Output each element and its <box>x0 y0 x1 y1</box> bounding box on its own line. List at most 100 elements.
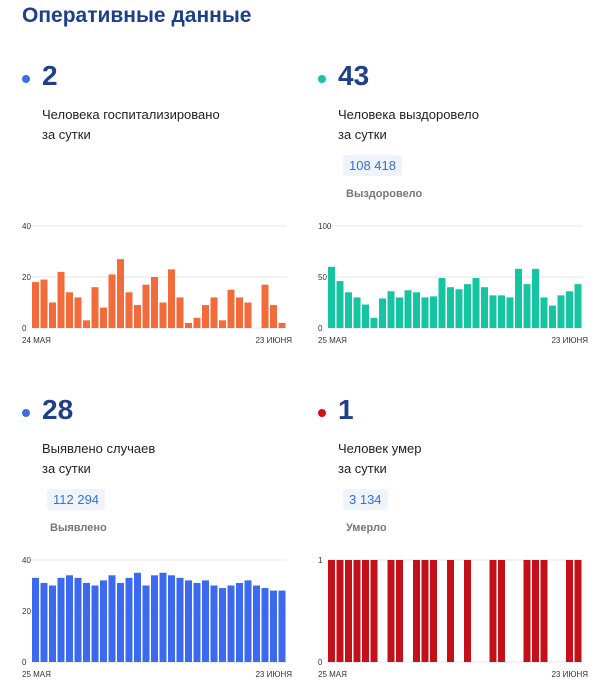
deaths-description: Человек умер за сутки <box>338 441 422 476</box>
bar <box>345 560 352 662</box>
bar <box>74 577 82 662</box>
bar <box>370 560 378 662</box>
bar <box>117 582 124 662</box>
bar <box>387 560 395 662</box>
bar <box>125 292 133 328</box>
bar <box>532 268 539 328</box>
bar <box>336 560 344 662</box>
bar <box>66 575 73 662</box>
bar <box>574 560 582 662</box>
bar <box>66 292 73 328</box>
bar <box>345 292 352 328</box>
bar <box>142 585 150 662</box>
bar <box>404 290 412 328</box>
bar <box>185 322 192 328</box>
bar <box>540 560 548 662</box>
bar <box>108 274 116 328</box>
y-tick-label: 40 <box>22 222 31 231</box>
recovered-total-badge: 108 418 <box>343 155 402 176</box>
bar <box>379 298 386 328</box>
bar <box>193 317 201 328</box>
bar <box>430 560 437 662</box>
bar <box>498 560 505 662</box>
bar <box>362 560 369 662</box>
deaths-block: 1 Человек умер за сутки 3 134 Умерло 0 1 2… <box>318 344 593 679</box>
y-tick-label: 20 <box>22 607 31 616</box>
detected-total-label: Выявлено <box>50 522 107 534</box>
bar <box>49 585 56 662</box>
bar <box>168 269 175 328</box>
bar <box>125 577 133 662</box>
bar <box>261 588 269 662</box>
bar <box>210 585 218 662</box>
y-tick-label: 50 <box>318 273 327 282</box>
bar <box>244 580 252 662</box>
recovered-block: 43 Человека выздоровело за сутки 108 418… <box>318 10 593 345</box>
recovered-chart: 0 50 100 25 МАЯ 23 ИЮНЯ <box>318 222 588 345</box>
bar <box>134 305 141 328</box>
bar <box>532 560 539 662</box>
bar <box>151 575 158 662</box>
bar <box>236 297 243 328</box>
bar <box>523 560 531 662</box>
bar <box>227 585 235 662</box>
bar <box>353 560 361 662</box>
bar <box>464 284 471 328</box>
bar <box>413 560 420 662</box>
bar <box>100 580 107 662</box>
bar <box>227 289 235 328</box>
bar <box>498 295 505 328</box>
bar <box>159 572 167 662</box>
bar <box>566 291 573 328</box>
bar <box>472 278 480 328</box>
bar <box>278 322 286 328</box>
bar <box>83 582 90 662</box>
bar <box>57 271 65 328</box>
y-tick-label: 0 <box>318 324 323 333</box>
deaths-chart: 0 1 25 МАЯ 23 ИЮНЯ <box>318 556 588 679</box>
bar <box>108 575 116 662</box>
bar <box>202 580 209 662</box>
bar <box>396 560 403 662</box>
bar <box>100 307 107 328</box>
bar <box>219 320 226 328</box>
bar <box>32 282 39 328</box>
hospitalized-dot-icon <box>22 75 30 83</box>
bar <box>270 590 277 662</box>
deaths-count: 1 <box>338 394 354 425</box>
bar <box>540 297 548 328</box>
y-tick-label: 100 <box>318 222 332 231</box>
x-end-label: 23 ИЮНЯ <box>551 336 588 345</box>
bar <box>244 302 252 328</box>
recovered-total-label: Выздоровело <box>346 188 423 200</box>
bar <box>49 302 56 328</box>
bar <box>413 292 420 328</box>
x-start-label: 25 МАЯ <box>22 670 51 679</box>
y-tick-label: 0 <box>318 658 323 667</box>
x-end-label: 23 ИЮНЯ <box>551 670 588 679</box>
bar <box>396 297 403 328</box>
bar <box>336 281 344 328</box>
y-tick-label: 1 <box>318 556 323 565</box>
recovered-count: 43 <box>338 60 370 91</box>
bar <box>176 297 184 328</box>
bar <box>57 577 65 662</box>
bar <box>421 297 429 328</box>
bar <box>168 575 175 662</box>
bar <box>202 305 209 328</box>
bar <box>270 305 277 328</box>
bar <box>353 297 361 328</box>
bar <box>40 279 48 328</box>
bar <box>328 266 335 328</box>
page-title: Оперативные данные <box>22 4 252 27</box>
bar <box>438 278 446 328</box>
detected-block: 28 Выявлено случаев за сутки 112 294 Выя… <box>22 344 297 679</box>
x-end-label: 23 ИЮНЯ <box>255 670 292 679</box>
bar <box>566 560 573 662</box>
y-tick-label: 40 <box>22 556 31 565</box>
bar <box>32 577 39 662</box>
bar <box>91 585 99 662</box>
deaths-total-label: Умерло <box>346 522 387 534</box>
bar <box>464 560 471 662</box>
bar <box>142 284 150 328</box>
